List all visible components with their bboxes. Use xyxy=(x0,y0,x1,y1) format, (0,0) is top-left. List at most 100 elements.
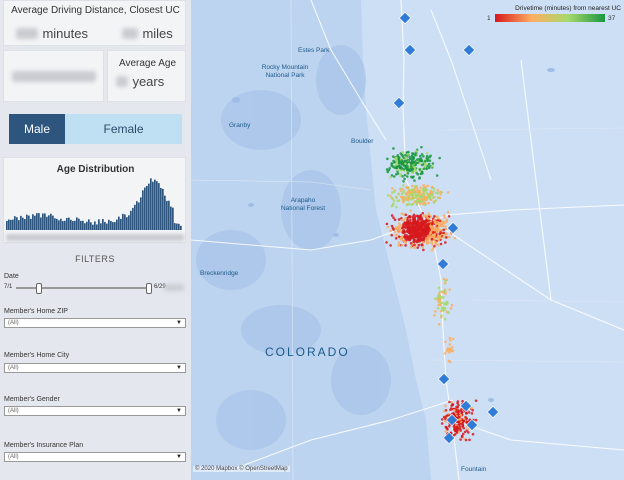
female-button[interactable]: Female xyxy=(65,114,182,144)
member-point xyxy=(461,411,464,414)
member-point xyxy=(385,241,388,244)
zip-filter-select[interactable]: (All) ▼ xyxy=(4,318,186,328)
member-point xyxy=(421,170,424,173)
histogram-bar xyxy=(142,190,144,230)
histogram-bar xyxy=(92,225,94,230)
member-point xyxy=(402,151,405,154)
member-point xyxy=(409,209,412,212)
age-distribution-card: Age Distribution xyxy=(3,157,186,243)
date-start-label: 7/1 xyxy=(4,284,12,290)
member-point xyxy=(406,203,409,206)
member-point xyxy=(418,176,421,179)
male-button[interactable]: Male xyxy=(9,114,65,144)
date-slider-handle-start[interactable] xyxy=(36,283,42,294)
member-point xyxy=(403,168,406,171)
member-point xyxy=(440,314,443,317)
member-point xyxy=(409,215,412,218)
member-point xyxy=(396,233,399,236)
member-point xyxy=(415,225,418,228)
histogram-bar xyxy=(146,186,148,230)
map[interactable]: Estes Park Rocky Mountain National Park … xyxy=(191,0,624,480)
member-point xyxy=(461,425,464,428)
histogram-bar xyxy=(112,222,114,230)
member-point xyxy=(420,218,423,221)
insurance-filter-select[interactable]: (All) ▼ xyxy=(4,452,186,462)
legend-min: 1 xyxy=(487,15,491,22)
member-point xyxy=(395,196,398,199)
member-point xyxy=(450,307,453,310)
member-point xyxy=(464,431,467,434)
histogram-bar xyxy=(78,219,80,230)
histogram-bar xyxy=(8,220,10,230)
member-point xyxy=(428,222,431,225)
member-point xyxy=(433,201,436,204)
member-point xyxy=(459,428,462,431)
histogram-bar xyxy=(124,214,126,230)
member-point xyxy=(391,214,394,217)
zip-filter-value: (All) xyxy=(8,320,19,326)
histogram-bar xyxy=(56,219,58,230)
member-point xyxy=(438,323,441,326)
member-point xyxy=(425,157,428,160)
member-point xyxy=(412,218,415,221)
member-point xyxy=(423,189,426,192)
member-point xyxy=(395,237,398,240)
member-point xyxy=(395,157,398,160)
member-point xyxy=(427,217,430,220)
member-point xyxy=(404,234,407,237)
histogram-bar xyxy=(30,219,32,230)
histogram-bar xyxy=(164,196,166,230)
member-point xyxy=(399,173,402,176)
member-point xyxy=(401,159,404,162)
map-label-fountain: Fountain xyxy=(461,466,486,474)
member-point xyxy=(423,237,426,240)
member-point xyxy=(428,163,431,166)
member-point xyxy=(389,230,392,233)
histogram-bar xyxy=(50,214,52,230)
member-point xyxy=(439,191,442,194)
member-point xyxy=(441,291,444,294)
histogram-bar xyxy=(108,220,110,230)
histogram-bar xyxy=(96,224,98,230)
member-point xyxy=(392,227,395,230)
member-point xyxy=(433,245,436,248)
member-point xyxy=(438,157,441,160)
member-point xyxy=(425,198,428,201)
member-point xyxy=(426,155,429,158)
member-point xyxy=(414,229,417,232)
city-filter-label: Member's Home City xyxy=(4,352,69,359)
member-point xyxy=(438,222,441,225)
member-point xyxy=(406,168,409,171)
member-point xyxy=(436,189,439,192)
member-point xyxy=(398,222,401,225)
histogram-bar xyxy=(100,223,102,230)
member-point xyxy=(456,402,459,405)
member-point xyxy=(416,197,419,200)
member-point xyxy=(449,339,452,342)
member-point xyxy=(423,192,426,195)
member-point xyxy=(418,236,421,239)
gender-toggle: Male Female xyxy=(9,114,182,144)
member-point xyxy=(402,213,405,216)
member-point xyxy=(446,350,449,353)
gender-filter-select[interactable]: (All) ▼ xyxy=(4,406,186,416)
member-point xyxy=(411,152,414,155)
member-point xyxy=(444,430,447,433)
date-slider-handle-end[interactable] xyxy=(146,283,152,294)
city-filter-select[interactable]: (All) ▼ xyxy=(4,363,186,373)
histogram-bar xyxy=(72,221,74,230)
member-point xyxy=(386,223,389,226)
member-point xyxy=(420,146,423,149)
map-attribution[interactable]: © 2020 Mapbox © OpenStreetMap xyxy=(193,466,290,472)
histogram-bar xyxy=(58,220,60,230)
member-point xyxy=(444,307,447,310)
histogram-bar xyxy=(156,181,158,230)
histogram-bar xyxy=(136,201,138,230)
member-point xyxy=(390,162,393,165)
histogram-bar xyxy=(90,222,92,230)
member-point xyxy=(426,225,429,228)
histogram-bar xyxy=(106,224,108,230)
member-point xyxy=(401,154,404,157)
member-point xyxy=(426,185,429,188)
member-point xyxy=(395,162,398,165)
